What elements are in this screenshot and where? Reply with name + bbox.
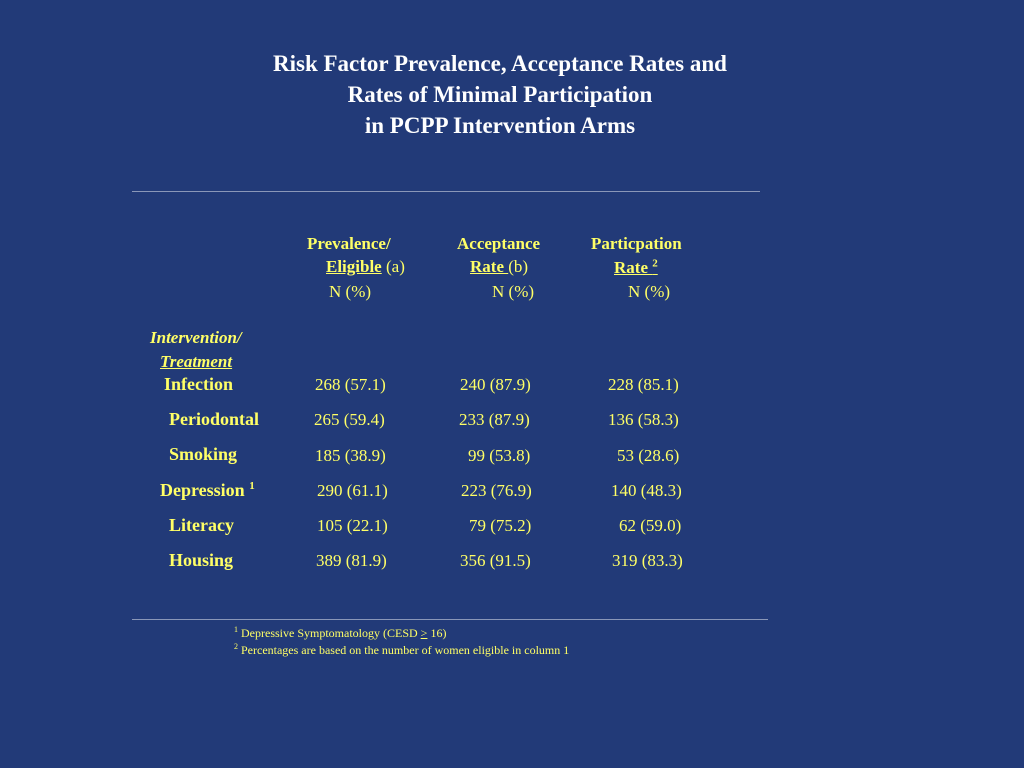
title-line-2: Rates of Minimal Participation: [347, 82, 653, 107]
section-label-underlined: Treatment: [160, 352, 233, 371]
acceptance-cell: 99 (53.8): [468, 446, 531, 465]
prevalence-cell: 290 (61.1): [317, 481, 388, 500]
participation-cell: 228 (85.1): [608, 375, 679, 394]
top-divider: [132, 191, 760, 192]
col-participation-header-top: Particpation: [591, 234, 682, 253]
row-label: Smoking: [169, 444, 238, 464]
prevalence-cell: 389 (81.9): [316, 551, 387, 570]
col-acceptance-header-top: Acceptance: [457, 234, 541, 253]
row-label: Literacy: [169, 515, 234, 535]
footnote-1-number: 1: [234, 625, 238, 634]
participation-cell: 319 (83.3): [612, 551, 683, 570]
footnote-1-text-end: 16): [427, 626, 447, 640]
col-participation-header-second: Rate 2: [614, 257, 658, 278]
col-participation-header-underlined: Rate 2: [614, 257, 658, 277]
row-label: Housing: [169, 550, 234, 570]
participation-cell: 62 (59.0): [619, 516, 682, 535]
row-label: Periodontal: [169, 409, 259, 429]
col-prevalence-unit: N (%): [329, 282, 372, 301]
col-acceptance-header-suffix: (b): [508, 257, 529, 276]
row-label: Depression 1: [160, 480, 255, 501]
prevalence-cell: 105 (22.1): [317, 516, 388, 535]
acceptance-cell: 223 (76.9): [461, 481, 532, 500]
col-acceptance-unit: N (%): [492, 282, 535, 301]
footnote-ref-2: 2: [652, 257, 658, 269]
col-prevalence-header-suffix: (a): [381, 257, 405, 276]
participation-cell: 136 (58.3): [608, 410, 679, 429]
col-prevalence-header-underlined: Eligible: [326, 257, 382, 276]
acceptance-cell: 233 (87.9): [459, 410, 530, 429]
footnote-2-text: Percentages are based on the number of w…: [241, 643, 570, 657]
col-acceptance-header-second: Rate (b): [470, 257, 528, 277]
section-label-line-2: Treatment: [160, 352, 232, 372]
col-acceptance-header-underlined: Rate: [470, 257, 509, 276]
prevalence-cell: 185 (38.9): [315, 446, 386, 465]
acceptance-cell: 240 (87.9): [460, 375, 531, 394]
bottom-divider: [132, 619, 768, 620]
footnote-2: 2 Percentages are based on the number of…: [234, 642, 569, 658]
col-participation-header-word: Rate: [614, 257, 653, 277]
section-label-line-1: Intervention/: [150, 328, 242, 347]
slide-title: Risk Factor Prevalence, Acceptance Rates…: [0, 48, 1000, 141]
footnote-ref-1: 1: [249, 480, 255, 492]
col-prevalence-header-top: Prevalence/: [307, 234, 391, 253]
title-line-3: in PCPP Intervention Arms: [364, 113, 636, 138]
col-participation-unit: N (%): [628, 282, 671, 301]
participation-cell: 140 (48.3): [611, 481, 682, 500]
footnote-1-text: Depressive Symptomatology (CESD: [241, 626, 421, 640]
row-label: Infection: [164, 374, 233, 394]
prevalence-cell: 265 (59.4): [314, 410, 385, 429]
prevalence-cell: 268 (57.1): [315, 375, 386, 394]
footnote-2-number: 2: [234, 642, 238, 651]
col-prevalence-header-second: Eligible (a): [326, 257, 405, 277]
acceptance-cell: 356 (91.5): [460, 551, 531, 570]
footnote-1-symbol: >: [420, 626, 428, 640]
row-label-text: Depression: [160, 480, 250, 500]
participation-cell: 53 (28.6): [617, 446, 680, 465]
title-line-1: Risk Factor Prevalence, Acceptance Rates…: [273, 51, 727, 76]
footnote-1: 1 Depressive Symptomatology (CESD > 16): [234, 625, 446, 641]
acceptance-cell: 79 (75.2): [469, 516, 532, 535]
